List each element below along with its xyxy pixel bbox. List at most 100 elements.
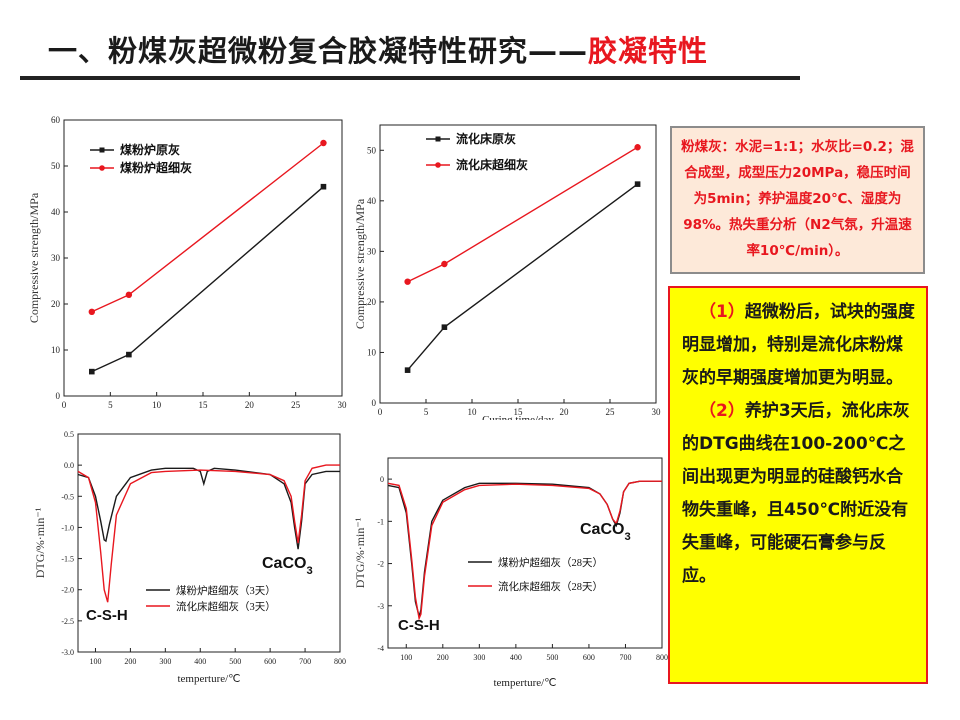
- x-tick-label: 500: [546, 653, 558, 662]
- data-point: [88, 308, 95, 316]
- x-tick-label: 100: [89, 657, 101, 666]
- legend-label: 流化床超细灰（3天）: [176, 600, 276, 613]
- conclusion-1: （1）超微粉后，试块的强度明显增加，特别是流化床粉煤灰的早期强度增加更为明显。: [682, 302, 915, 388]
- y-tick-label: 40: [367, 196, 377, 206]
- x-tick-label: 400: [510, 653, 522, 662]
- legend-marker: [435, 136, 441, 142]
- x-tick-label: 20: [245, 400, 255, 410]
- legend-label: 煤粉炉超细灰（28天）: [498, 556, 603, 569]
- x-axis-label: Curing time/day: [482, 414, 554, 426]
- series-line: [77, 464, 340, 603]
- legend-label: 流化床超细灰（28天）: [498, 580, 603, 593]
- y-tick-label: -2.0: [61, 586, 74, 595]
- y-tick-label: 0: [56, 391, 61, 401]
- x-tick-label: 200: [124, 657, 136, 666]
- x-tick-label: 700: [619, 653, 631, 662]
- data-point: [441, 324, 448, 330]
- data-point: [320, 183, 327, 190]
- strength-chart-pc: 0 5 10 15 20 25 30 0 10 20 30 40 50 60 Compressive str…: [26, 112, 348, 424]
- y-tick-label: -1.0: [61, 523, 74, 532]
- y-tick-label: 30: [51, 253, 61, 263]
- x-tick-label: 25: [606, 407, 616, 417]
- series-line: [91, 186, 324, 373]
- x-tick-label: 800: [656, 653, 668, 662]
- x-tick-label: 800: [334, 657, 346, 666]
- x-tick-label: 300: [473, 653, 485, 662]
- data-point: [634, 144, 641, 151]
- plot-frame: [77, 433, 341, 653]
- series-line: [77, 467, 340, 550]
- data-point: [634, 181, 641, 187]
- plot-frame: [387, 457, 663, 649]
- y-tick-label: 10: [367, 347, 377, 357]
- y-tick-label: -2: [377, 560, 384, 569]
- legend-label: 煤粉炉原灰: [120, 142, 180, 157]
- legend-label: 流化床超细灰: [456, 157, 528, 172]
- annotation-label: CaCO3: [580, 521, 631, 543]
- y-tick-label: -4: [377, 644, 384, 653]
- y-tick-label: 60: [51, 115, 61, 125]
- x-tick-label: 30: [338, 400, 348, 410]
- annotation-label: C-S-H: [86, 607, 128, 624]
- annotation-label: C-S-H: [398, 617, 440, 634]
- data-point: [320, 139, 327, 147]
- legend-label: 流化床原灰: [456, 131, 516, 146]
- data-point: [404, 367, 411, 373]
- legend-marker: [435, 162, 441, 168]
- series-line: [407, 183, 639, 371]
- y-tick-label: -3.0: [61, 648, 74, 657]
- y-tick-label: 20: [51, 299, 61, 309]
- data-point: [125, 291, 133, 298]
- x-tick-label: 15: [199, 400, 209, 410]
- data-point: [126, 351, 132, 358]
- x-tick-label: 100: [400, 653, 412, 662]
- y-tick-label: 50: [367, 145, 377, 155]
- x-tick-label: 400: [194, 657, 206, 666]
- y-axis-label: Compressive strength/MPa: [27, 192, 41, 323]
- data-point: [441, 260, 448, 268]
- x-tick-label: 600: [583, 653, 595, 662]
- slide-title: 一、粉煤灰超微粉复合胶凝特性研究——胶凝特性: [48, 34, 709, 68]
- x-tick-label: 25: [291, 400, 301, 410]
- legend-label: 煤粉炉超细灰（3天）: [176, 584, 276, 597]
- y-tick-label: 0.0: [64, 461, 74, 470]
- x-tick-label: 5: [424, 407, 429, 417]
- y-tick-label: 50: [51, 161, 61, 171]
- x-tick-label: 500: [229, 657, 241, 666]
- y-tick-label: -2.5: [61, 617, 74, 626]
- y-tick-label: -1.5: [61, 555, 74, 564]
- y-axis-label: Compressive strength/MPa: [353, 198, 367, 329]
- legend-marker: [99, 165, 105, 171]
- x-tick-label: 15: [514, 407, 524, 417]
- x-tick-label: 10: [468, 407, 478, 417]
- y-tick-label: 0.5: [64, 430, 74, 439]
- y-axis-label: DTG/%·min⁻¹: [353, 517, 367, 588]
- y-tick-label: 10: [51, 345, 61, 355]
- y-tick-label: -3: [377, 602, 384, 611]
- x-tick-label: 0: [378, 407, 383, 417]
- x-tick-label: 10: [152, 400, 162, 410]
- experiment-note: 粉煤灰：水泥=1:1；水灰比=0.2；混合成型，成型压力20MPa，稳压时间为5…: [670, 126, 925, 274]
- title-rule: [20, 76, 800, 80]
- series-line: [387, 480, 662, 621]
- strength-chart-cfb: 0 5 10 15 20 25 30 0 10 20 30 40 50 Curing time/day Co…: [352, 117, 662, 427]
- x-tick-label: 20: [560, 407, 570, 417]
- y-tick-label: -1: [377, 517, 384, 526]
- legend-label: 煤粉炉超细灰: [120, 160, 192, 175]
- y-tick-label: 20: [367, 297, 377, 307]
- x-tick-label: 5: [108, 400, 113, 410]
- y-tick-label: 30: [367, 246, 377, 256]
- conclusion-box: （1）超微粉后，试块的强度明显增加，特别是流化床粉煤灰的早期强度增加更为明显。 …: [668, 286, 928, 684]
- y-tick-label: 0: [380, 475, 384, 484]
- x-tick-label: 300: [159, 657, 171, 666]
- dtg-chart-28d: 100 200 300 400 500 600 700 800 -4 -3 -2 -1 0 tempert…: [352, 438, 668, 692]
- x-tick-label: 700: [299, 657, 311, 666]
- y-axis-label: DTG/%·min⁻¹: [33, 507, 47, 578]
- x-tick-label: 0: [62, 400, 67, 410]
- legend-marker: [99, 147, 105, 153]
- y-tick-label: 0: [372, 398, 377, 408]
- data-point: [404, 278, 411, 285]
- x-axis-label: temperture/℃: [177, 673, 240, 685]
- x-tick-label: 600: [264, 657, 276, 666]
- x-axis-label: temperture/℃: [493, 677, 556, 689]
